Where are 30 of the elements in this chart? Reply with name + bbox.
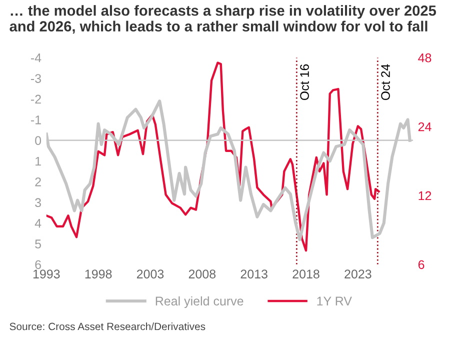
legend-label: Real yield curve bbox=[156, 296, 244, 308]
ref-line-label: Oct 16 bbox=[300, 64, 309, 100]
x-tick-label: 1993 bbox=[33, 270, 60, 278]
y2-tick-label: 6 bbox=[418, 260, 424, 270]
y-tick-label: -2 bbox=[30, 94, 41, 104]
y-tick-label: 4 bbox=[34, 218, 42, 228]
y-tick-label: -4 bbox=[30, 54, 42, 62]
y-tick-label: -3 bbox=[30, 74, 41, 83]
x-tick-label: 2008 bbox=[188, 270, 216, 278]
x-tick-label: 2003 bbox=[136, 270, 164, 278]
y-tick-label: 5 bbox=[35, 240, 42, 248]
legend-label: 1Y RV bbox=[317, 296, 352, 306]
x-tick-label: 2013 bbox=[240, 270, 268, 278]
ref-line-label: Oct 24 bbox=[381, 64, 390, 100]
y-tick-label: 3 bbox=[35, 198, 41, 208]
line-series bbox=[46, 100, 412, 242]
line-series bbox=[46, 62, 380, 252]
y-tick-label: 0 bbox=[35, 136, 42, 145]
y-tick-label: 1 bbox=[36, 156, 41, 166]
y2-tick-label: 24 bbox=[418, 122, 432, 132]
y-tick-label: 6 bbox=[35, 260, 41, 270]
y-tick-label: 2 bbox=[35, 178, 41, 186]
x-tick-label: 2023 bbox=[344, 270, 372, 278]
x-tick-label: 2018 bbox=[292, 270, 320, 278]
y-tick-label: -1 bbox=[30, 116, 41, 124]
chart-title: … the model also forecasts a sharp rise in volatility over 2025 and 2026, which leads to a rather small window for vol to fall bbox=[10, 5, 436, 34]
y2-tick-label: 48 bbox=[418, 53, 432, 62]
source-note: Source: Cross Asset Research/Derivatives bbox=[10, 322, 206, 330]
y2-tick-label: 12 bbox=[418, 191, 432, 200]
x-tick-label: 1998 bbox=[85, 270, 112, 278]
